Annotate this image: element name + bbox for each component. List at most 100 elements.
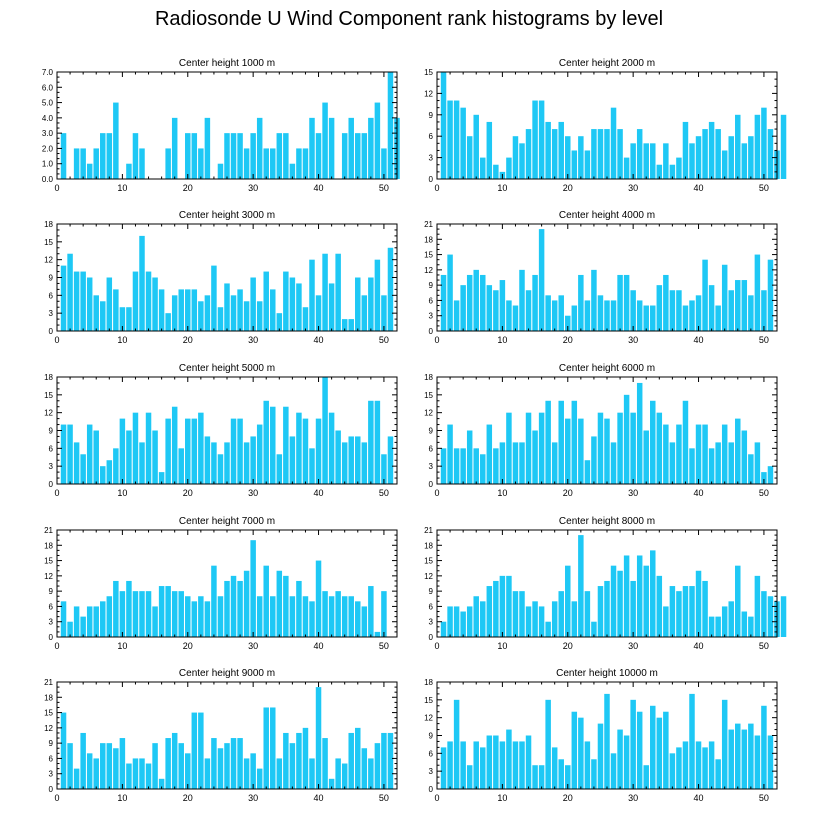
histogram-bar — [584, 591, 591, 637]
histogram-bar — [682, 741, 689, 789]
histogram-bar — [558, 121, 564, 179]
y-tick-label: 15 — [424, 391, 433, 400]
histogram-bar — [106, 596, 113, 637]
histogram-bar — [689, 143, 695, 179]
x-tick-label: 50 — [759, 335, 769, 345]
histogram-bar — [309, 117, 315, 179]
histogram-bar — [597, 129, 604, 179]
histogram-bar — [689, 448, 695, 484]
histogram-bar — [551, 442, 558, 484]
histogram-bar — [682, 586, 689, 637]
histogram-bar — [73, 148, 80, 179]
histogram-bar — [93, 758, 99, 789]
histogram-bar — [341, 763, 348, 789]
histogram-bar — [571, 150, 578, 179]
histogram-bar — [741, 611, 748, 637]
histogram-bar — [636, 300, 643, 331]
histogram-bar — [565, 315, 571, 331]
histogram-bar — [617, 412, 623, 484]
histogram-bar — [374, 743, 381, 789]
histogram-bar — [198, 148, 204, 179]
histogram-bar — [754, 254, 761, 331]
x-tick-label: 40 — [694, 488, 704, 498]
histogram-bar — [237, 580, 243, 637]
histogram-bar — [250, 277, 256, 331]
histogram-bar — [676, 591, 682, 637]
panel-title: Center height 7000 m — [179, 516, 275, 527]
histogram-bar — [512, 591, 519, 637]
panel-title: Center height 6000 m — [559, 363, 655, 374]
histogram-bar — [643, 765, 649, 789]
histogram-bar — [178, 448, 184, 484]
histogram-bar — [302, 727, 309, 789]
histogram-bar — [302, 596, 309, 637]
y-tick-label: 12 — [44, 409, 53, 418]
histogram-bar — [132, 133, 139, 179]
histogram-bar — [545, 621, 551, 637]
x-tick-label: 10 — [117, 488, 127, 498]
histogram-bar — [341, 596, 348, 637]
y-tick-label: 5.0 — [42, 99, 54, 108]
histogram-bar — [754, 442, 761, 484]
y-tick-label: 3 — [429, 312, 434, 321]
histogram-bar — [538, 100, 545, 179]
histogram-bar — [217, 748, 224, 789]
histogram-bar — [328, 778, 335, 789]
histogram-bar — [276, 313, 283, 331]
x-tick-label: 30 — [248, 335, 258, 345]
histogram-bar — [250, 436, 256, 484]
histogram-bar — [512, 305, 519, 331]
histogram-bar — [499, 442, 506, 484]
histogram-bar — [486, 586, 493, 637]
histogram-bar — [453, 606, 460, 637]
histogram-bar — [460, 741, 466, 789]
histogram-bar — [617, 570, 623, 637]
histogram-bar — [80, 148, 86, 179]
histogram-bar — [185, 289, 191, 331]
histogram-bar — [243, 442, 250, 484]
x-tick-label: 30 — [628, 335, 638, 345]
histogram-bar — [322, 738, 328, 789]
histogram-bar — [525, 290, 532, 331]
histogram-bar — [283, 406, 289, 484]
x-tick-label: 10 — [117, 641, 127, 651]
histogram-bar — [708, 121, 715, 179]
histogram-bar — [335, 591, 341, 637]
histogram-bar — [512, 136, 519, 179]
histogram-bar — [119, 738, 126, 789]
y-tick-label: 0 — [429, 327, 434, 336]
x-tick-label: 30 — [248, 641, 258, 651]
histogram-bar — [453, 300, 460, 331]
y-tick-label: 0 — [429, 175, 434, 184]
histogram-bar — [597, 586, 604, 637]
histogram-bar — [204, 295, 211, 331]
histogram-bar — [669, 586, 676, 637]
histogram-bar — [322, 102, 328, 179]
histogram-bar — [152, 430, 158, 484]
histogram-bar — [348, 732, 354, 789]
histogram-bar — [735, 418, 741, 484]
x-tick-label: 50 — [759, 183, 769, 193]
x-tick-label: 50 — [379, 183, 389, 193]
histogram-bar — [361, 295, 368, 331]
histogram-bar — [335, 430, 341, 484]
histogram-bar — [663, 274, 669, 331]
histogram-bar — [289, 743, 296, 789]
histogram-bar — [243, 758, 250, 789]
histogram-bar — [387, 247, 394, 331]
histogram-bar — [243, 570, 250, 637]
histogram-bar — [348, 596, 354, 637]
histogram-bar — [296, 732, 302, 789]
histogram-bar — [630, 412, 636, 484]
y-tick-label: 0 — [429, 785, 434, 794]
histogram-bar — [532, 430, 538, 484]
histogram-bar — [256, 768, 263, 789]
histogram-bar — [93, 606, 99, 637]
histogram-bar — [767, 129, 774, 179]
histogram-bar — [506, 412, 512, 484]
histogram-bar — [165, 148, 171, 179]
histogram-bar — [532, 601, 538, 637]
histogram-bar — [270, 596, 276, 637]
histogram-bar — [728, 136, 734, 179]
histogram-bar — [191, 712, 198, 789]
